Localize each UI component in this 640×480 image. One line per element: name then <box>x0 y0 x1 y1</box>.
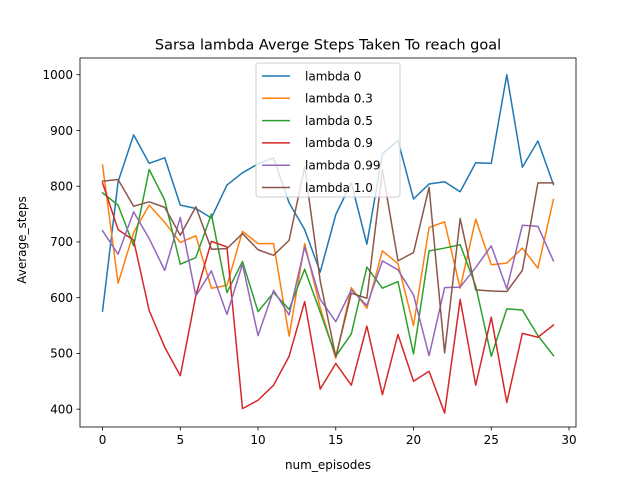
x-tick-label: 10 <box>250 433 265 447</box>
legend-label: lambda 0.9 <box>305 136 373 150</box>
y-tick-label: 1000 <box>42 68 73 82</box>
x-tick-label: 25 <box>484 433 499 447</box>
x-tick-label: 15 <box>328 433 343 447</box>
series-line-5 <box>101 165 555 358</box>
legend-label: lambda 0.3 <box>305 92 373 106</box>
y-tick-label: 800 <box>50 180 73 194</box>
axes: 0 5 10 15 20 25 30 400 500 600 700 800 900 1000 <box>42 57 577 447</box>
y-axis-label: Average_steps <box>15 196 29 284</box>
x-tick-label: 20 <box>406 433 421 447</box>
plot-lines <box>101 73 555 414</box>
series-line-2 <box>101 168 555 357</box>
legend-label: lambda 0.99 <box>305 159 381 173</box>
y-tick-label: 500 <box>50 347 73 361</box>
y-tick-label: 900 <box>50 124 73 138</box>
y-tick-label: 700 <box>50 235 73 249</box>
x-axis-label: num_episodes <box>285 458 371 472</box>
y-tick-label: 600 <box>50 291 73 305</box>
series-line-4 <box>101 211 555 357</box>
x-tick-label: 5 <box>176 433 184 447</box>
series-line-3 <box>101 181 555 414</box>
legend-box <box>255 62 401 198</box>
chart-title: Sarsa lambda Averge Steps Taken To reach… <box>155 38 501 54</box>
legend-label: lambda 0.5 <box>305 114 373 128</box>
legend-label: lambda 0 <box>305 69 361 83</box>
legend-label: lambda 1.0 <box>305 181 373 195</box>
series-line-0 <box>101 73 555 312</box>
y-tick-label: 400 <box>50 402 73 416</box>
x-tick-label: 0 <box>99 433 107 447</box>
x-tick-label: 30 <box>561 433 576 447</box>
legend: lambda 0 lambda 0.3 lambda 0.5 lambda 0.9 la… <box>255 62 401 198</box>
plot-frame <box>79 57 577 428</box>
